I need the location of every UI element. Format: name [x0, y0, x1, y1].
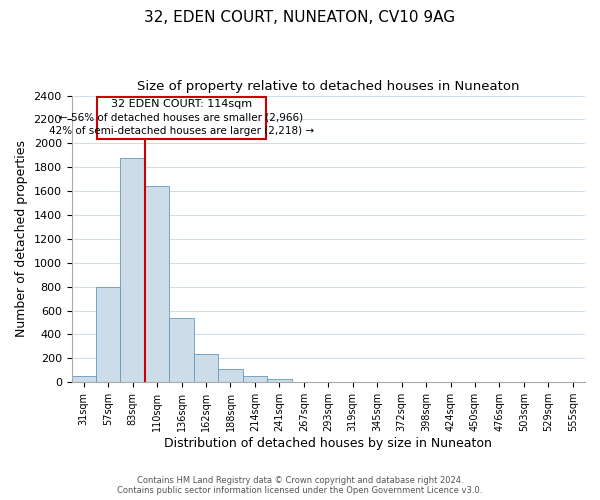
- FancyBboxPatch shape: [97, 96, 266, 138]
- Bar: [267, 378, 292, 382]
- X-axis label: Distribution of detached houses by size in Nuneaton: Distribution of detached houses by size …: [164, 437, 492, 450]
- Text: 32, EDEN COURT, NUNEATON, CV10 9AG: 32, EDEN COURT, NUNEATON, CV10 9AG: [145, 10, 455, 25]
- Text: 42% of semi-detached houses are larger (2,218) →: 42% of semi-detached houses are larger (…: [49, 126, 314, 136]
- Y-axis label: Number of detached properties: Number of detached properties: [15, 140, 28, 338]
- Bar: [194, 354, 218, 382]
- Bar: [218, 369, 242, 382]
- Text: ← 56% of detached houses are smaller (2,966): ← 56% of detached houses are smaller (2,…: [59, 112, 304, 122]
- Text: 32 EDEN COURT: 114sqm: 32 EDEN COURT: 114sqm: [111, 100, 252, 110]
- Bar: [71, 376, 96, 382]
- Bar: [145, 186, 169, 382]
- Bar: [121, 158, 145, 382]
- Bar: [96, 286, 121, 382]
- Text: Contains HM Land Registry data © Crown copyright and database right 2024.: Contains HM Land Registry data © Crown c…: [137, 476, 463, 485]
- Text: Contains public sector information licensed under the Open Government Licence v3: Contains public sector information licen…: [118, 486, 482, 495]
- Bar: [169, 318, 194, 382]
- Bar: [242, 376, 267, 382]
- Title: Size of property relative to detached houses in Nuneaton: Size of property relative to detached ho…: [137, 80, 520, 93]
